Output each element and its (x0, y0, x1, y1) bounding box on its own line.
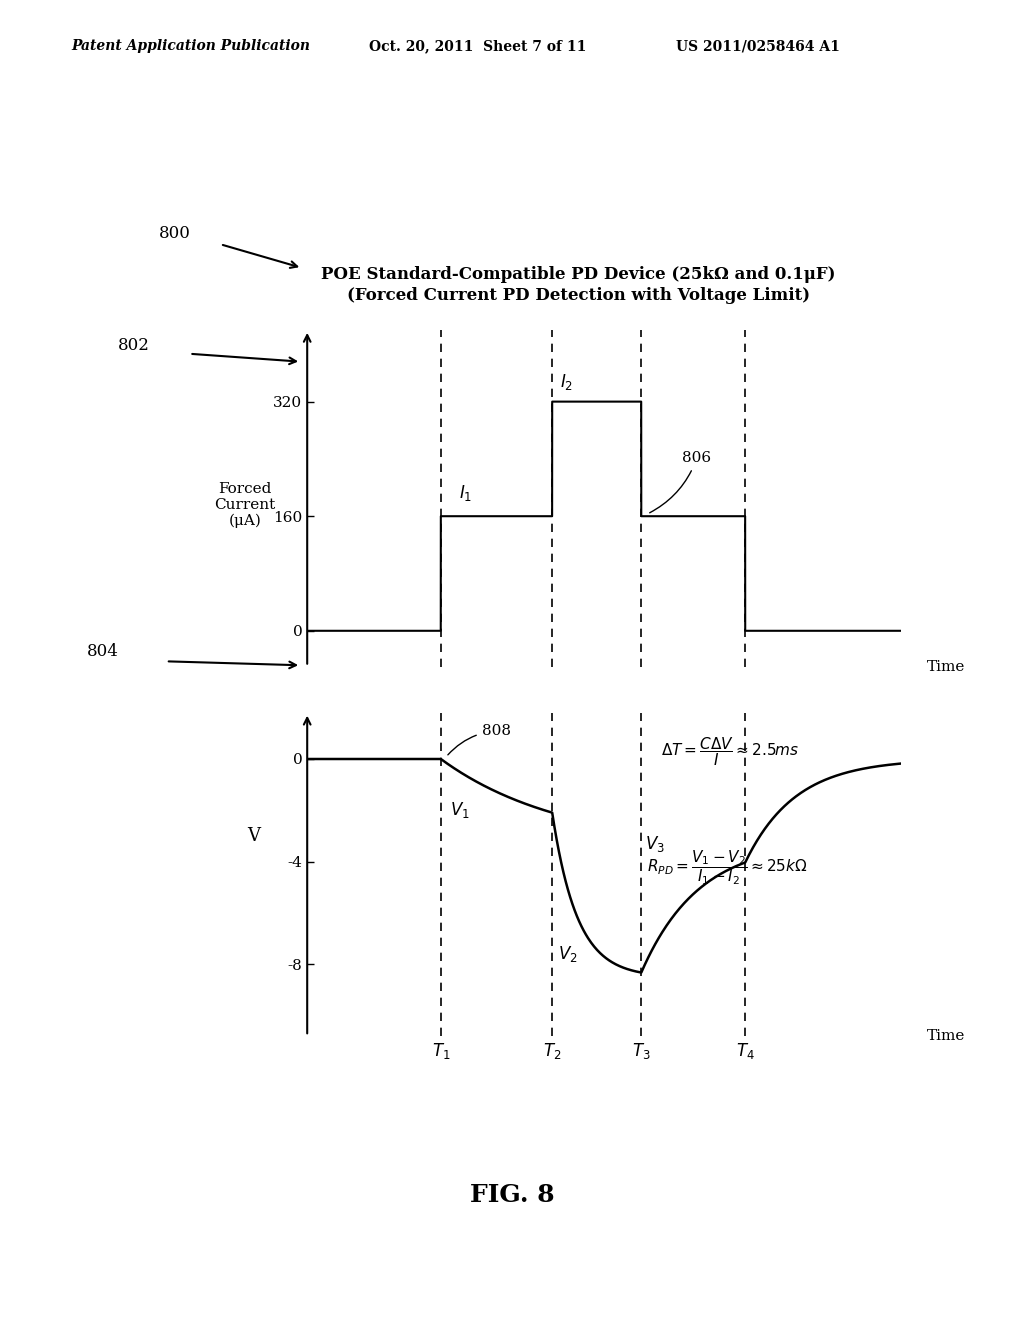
Text: $I_1$: $I_1$ (460, 483, 473, 503)
Text: (Forced Current PD Detection with Voltage Limit): (Forced Current PD Detection with Voltag… (347, 288, 810, 304)
Text: $V_2$: $V_2$ (558, 944, 578, 964)
Text: $\Delta T = \dfrac{C\Delta V}{I} \approx 2.5ms$: $\Delta T = \dfrac{C\Delta V}{I} \approx… (660, 735, 799, 768)
Text: FIG. 8: FIG. 8 (470, 1183, 554, 1206)
Text: POE Standard-Compatible PD Device (25kΩ and 0.1μF): POE Standard-Compatible PD Device (25kΩ … (322, 267, 836, 282)
Text: 800: 800 (159, 224, 190, 242)
Text: $R_{PD} = \dfrac{V_1-V_2}{I_1-I_2} \approx 25k\Omega$: $R_{PD} = \dfrac{V_1-V_2}{I_1-I_2} \appr… (647, 849, 807, 887)
Text: Oct. 20, 2011  Sheet 7 of 11: Oct. 20, 2011 Sheet 7 of 11 (369, 40, 586, 53)
Text: Patent Application Publication: Patent Application Publication (72, 40, 310, 53)
Text: V: V (247, 826, 260, 845)
Text: Time: Time (927, 660, 966, 673)
Text: 804: 804 (87, 643, 119, 660)
Text: $I_2$: $I_2$ (559, 372, 572, 392)
Text: 802: 802 (118, 337, 150, 354)
Text: Forced
Current
(μA): Forced Current (μA) (214, 482, 275, 528)
Text: 806: 806 (649, 451, 712, 512)
Text: $V_1$: $V_1$ (450, 800, 469, 821)
Text: $V_3$: $V_3$ (645, 834, 665, 854)
Text: Time: Time (927, 1030, 966, 1043)
Text: 808: 808 (447, 723, 511, 755)
Text: US 2011/0258464 A1: US 2011/0258464 A1 (676, 40, 840, 53)
